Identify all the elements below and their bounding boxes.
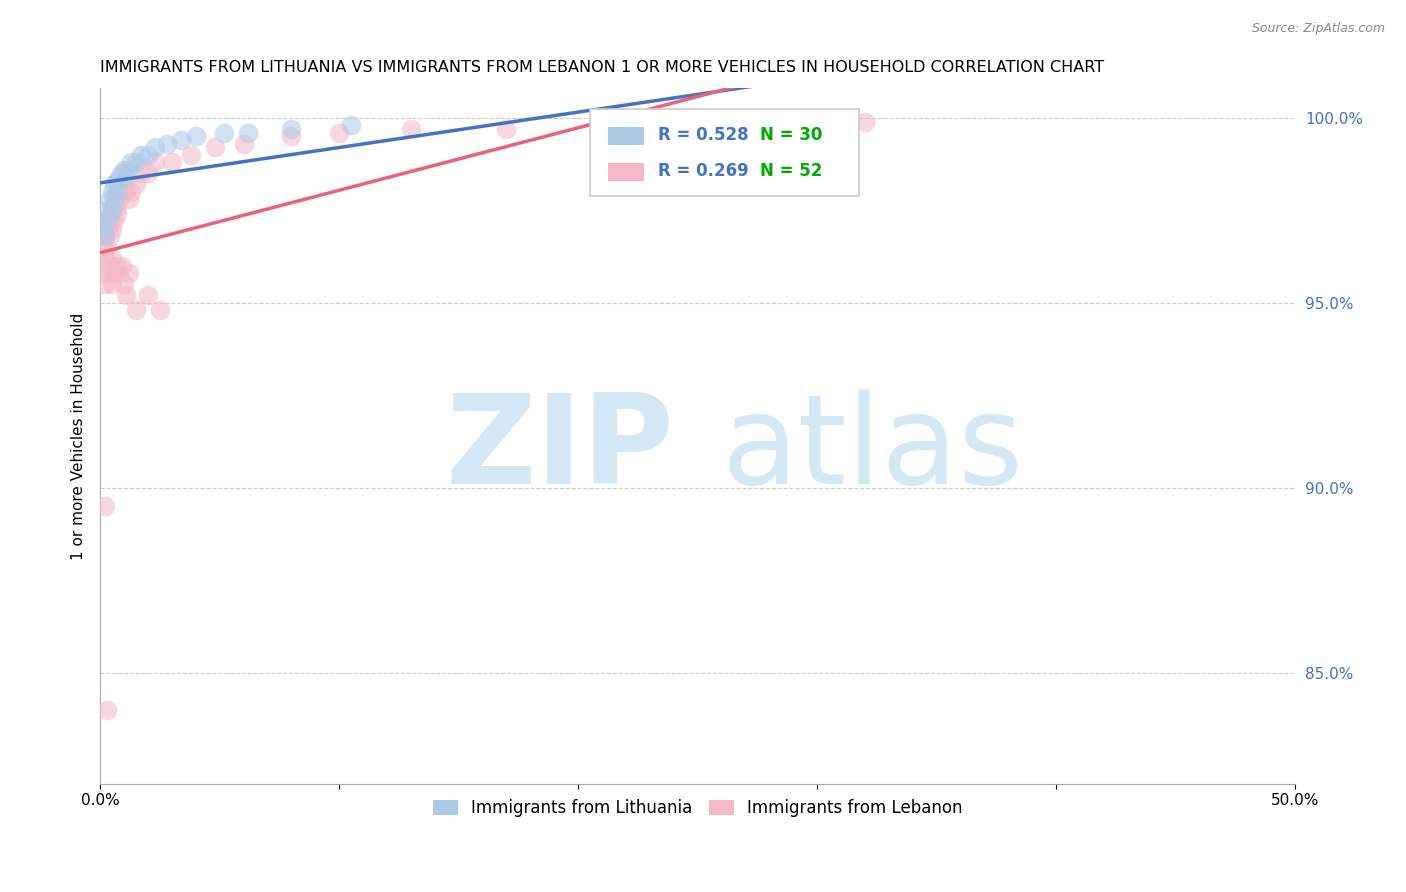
FancyBboxPatch shape — [607, 163, 644, 181]
Legend: Immigrants from Lithuania, Immigrants from Lebanon: Immigrants from Lithuania, Immigrants fr… — [426, 793, 969, 824]
Point — [91, 222, 114, 236]
Point — [232, 136, 254, 151]
Point — [101, 252, 124, 266]
Text: Source: ZipAtlas.com: Source: ZipAtlas.com — [1251, 22, 1385, 36]
Text: N = 52: N = 52 — [759, 161, 823, 179]
Point — [129, 166, 152, 180]
Text: N = 30: N = 30 — [759, 126, 823, 144]
Point — [94, 277, 117, 292]
Y-axis label: 1 or more Vehicles in Household: 1 or more Vehicles in Household — [72, 312, 86, 559]
Text: atlas: atlas — [721, 390, 1024, 510]
FancyBboxPatch shape — [591, 109, 859, 196]
Point — [111, 166, 134, 180]
Point — [734, 114, 756, 128]
Point — [101, 203, 124, 218]
Point — [98, 259, 121, 273]
Point — [328, 126, 350, 140]
Point — [214, 126, 236, 140]
Point — [105, 259, 128, 273]
FancyBboxPatch shape — [607, 128, 644, 145]
Point — [136, 166, 159, 180]
Point — [101, 185, 124, 199]
Point — [125, 155, 148, 169]
Point — [129, 148, 152, 162]
Point — [96, 222, 118, 236]
Point — [103, 266, 125, 280]
Point — [112, 185, 135, 199]
Point — [125, 178, 148, 192]
Point — [399, 122, 422, 136]
Point — [112, 277, 135, 292]
Point — [340, 118, 363, 132]
Point — [94, 229, 117, 244]
Point — [156, 136, 179, 151]
Point — [108, 169, 131, 184]
Point — [115, 288, 138, 302]
Text: ZIP: ZIP — [444, 390, 673, 510]
Point — [105, 185, 128, 199]
Point — [180, 148, 202, 162]
Point — [184, 129, 207, 144]
Point — [96, 214, 118, 228]
Point — [98, 214, 121, 228]
Point — [96, 703, 118, 717]
Point — [108, 192, 131, 206]
Point — [118, 162, 141, 177]
Point — [125, 303, 148, 318]
Point — [94, 500, 117, 514]
Point — [103, 200, 125, 214]
Point — [115, 169, 138, 184]
Point — [136, 288, 159, 302]
Point — [101, 277, 124, 292]
Point — [149, 303, 172, 318]
Point — [120, 185, 142, 199]
Point — [238, 126, 260, 140]
Point — [118, 266, 141, 280]
Point — [614, 118, 637, 132]
Point — [280, 129, 302, 144]
Point — [782, 114, 804, 128]
Point — [103, 192, 125, 206]
Point — [120, 155, 142, 169]
Point — [112, 162, 135, 177]
Point — [94, 252, 117, 266]
Point — [103, 214, 125, 228]
Point — [101, 200, 124, 214]
Point — [96, 266, 118, 280]
Point — [115, 178, 138, 192]
Point — [160, 155, 183, 169]
Point — [111, 185, 134, 199]
Point — [98, 192, 121, 206]
Point — [280, 122, 302, 136]
Point — [118, 192, 141, 206]
Point — [170, 133, 193, 147]
Point — [495, 122, 517, 136]
Point — [91, 259, 114, 273]
Point — [98, 229, 121, 244]
Point — [105, 207, 128, 221]
Point — [143, 140, 166, 154]
Point — [96, 203, 118, 218]
Text: IMMIGRANTS FROM LITHUANIA VS IMMIGRANTS FROM LEBANON 1 OR MORE VEHICLES IN HOUSE: IMMIGRANTS FROM LITHUANIA VS IMMIGRANTS … — [100, 60, 1104, 75]
Point — [101, 222, 124, 236]
Point — [143, 155, 166, 169]
Point — [853, 114, 876, 128]
Point — [96, 240, 118, 254]
Point — [204, 140, 226, 154]
Text: R = 0.269: R = 0.269 — [658, 161, 749, 179]
Point — [91, 240, 114, 254]
Point — [105, 174, 128, 188]
Point — [111, 259, 134, 273]
Point — [108, 266, 131, 280]
Point — [103, 178, 125, 192]
Point — [98, 207, 121, 221]
Point — [94, 229, 117, 244]
Point — [105, 200, 128, 214]
Point — [136, 148, 159, 162]
Text: R = 0.528: R = 0.528 — [658, 126, 749, 144]
